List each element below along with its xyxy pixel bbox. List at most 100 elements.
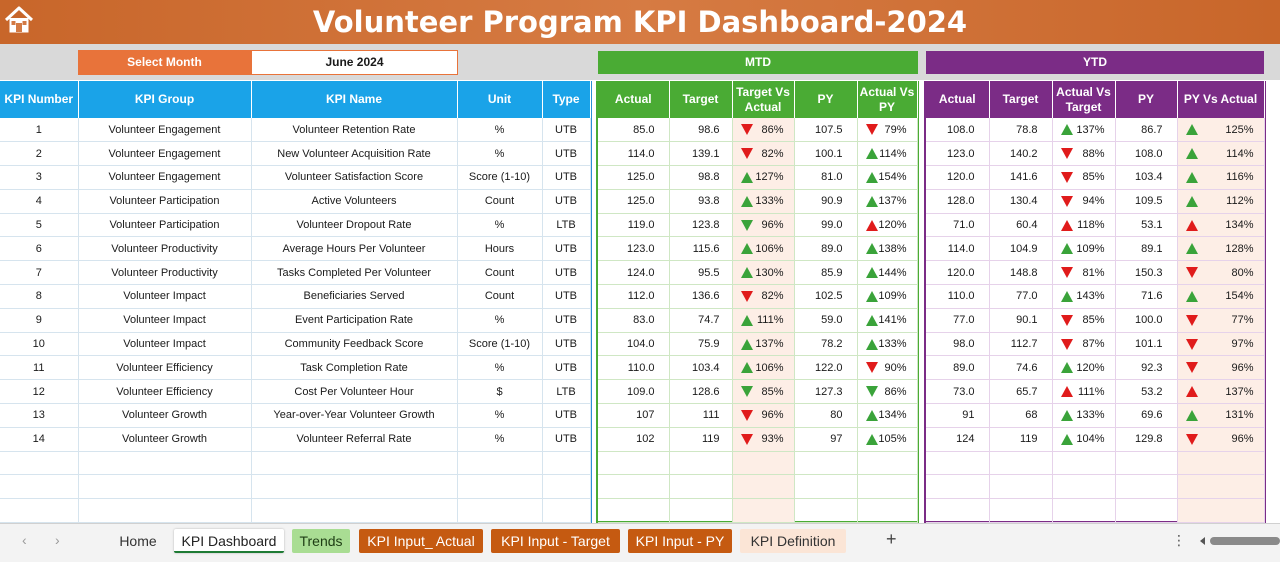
variance-cell: 85% (1052, 165, 1116, 190)
variance-value: 106% (755, 242, 784, 255)
add-sheet-icon[interactable]: + (886, 529, 897, 549)
kpi-info-panel: KPI Number KPI Group KPI Name Unit Type 1 Vol… (0, 81, 592, 524)
arrow-down-red-icon (740, 148, 753, 160)
variance-value: 133% (755, 195, 784, 208)
ytd-target: 130.4 (989, 189, 1053, 214)
kpi-unit: % (457, 403, 543, 428)
variance-cell: 96% (1177, 355, 1265, 381)
tab-kpi-input-py[interactable]: KPI Input - PY (628, 529, 732, 553)
empty-cell (669, 474, 733, 500)
variance-cell: 134% (857, 403, 918, 428)
kpi-unit: % (457, 213, 543, 238)
empty-cell (1052, 451, 1116, 476)
ytd-panel: Actual Target Actual Vs Target PY PY Vs Actu… (924, 81, 1266, 524)
ytd-row: 110.0 77.0 143% 71.6 154% (926, 284, 1265, 309)
mtd-row: 83.0 74.7 111% 59.0 141% (598, 308, 918, 333)
table-row: 7 Volunteer Productivity Tasks Completed P… (0, 260, 591, 286)
variance-cell: 94% (1052, 189, 1116, 214)
mtd-row: 124.0 95.5 130% 85.9 144% (598, 260, 918, 286)
arrow-up-red-icon (865, 219, 878, 231)
kpi-name: Beneficiaries Served (251, 284, 458, 309)
kpi-number: 13 (0, 403, 79, 428)
arrow-down-red-icon (1060, 338, 1073, 350)
kpi-group: Volunteer Participation (78, 189, 252, 214)
kpi-unit: % (457, 141, 543, 167)
variance-value: 94% (1082, 195, 1105, 208)
arrow-down-red-icon (1060, 172, 1073, 184)
kpi-unit: Hours (457, 236, 543, 262)
ytd-row: 73.0 65.7 111% 53.2 137% (926, 379, 1265, 405)
kpi-type: UTB (542, 284, 591, 309)
mtd-py: 122.0 (794, 355, 858, 381)
variance-value: 112% (1226, 195, 1254, 208)
variance-value: 88% (1082, 147, 1105, 160)
mtd-row (598, 474, 918, 500)
ytd-actual: 128.0 (926, 189, 990, 214)
tab-home[interactable]: Home (119, 533, 157, 549)
horizontal-scrollbar[interactable] (1194, 534, 1280, 548)
tab-kpi-definition[interactable]: KPI Definition (740, 529, 846, 553)
mtd-py: 97 (794, 427, 858, 452)
arrow-down-red-icon (865, 362, 878, 374)
arrow-down-red-icon (1185, 338, 1198, 350)
arrow-up-green-icon (1185, 291, 1198, 303)
variance-value: 120% (1076, 361, 1105, 374)
kpi-unit: $ (457, 379, 543, 405)
variance-cell: 104% (1052, 427, 1116, 452)
kpi-name: Volunteer Retention Rate (251, 118, 458, 143)
arrow-down-red-icon (740, 124, 753, 135)
variance-cell: 144% (857, 260, 918, 286)
tab-kpi-dashboard[interactable]: KPI Dashboard (174, 529, 284, 553)
variance-cell: 105% (857, 427, 918, 452)
mtd-py: 80 (794, 403, 858, 428)
arrow-up-red-icon (1060, 386, 1073, 398)
kpi-number: 1 (0, 118, 79, 143)
tab-kpi-input-actual[interactable]: KPI Input_ Actual (359, 529, 483, 553)
kpi-number: 7 (0, 260, 79, 286)
more-options-icon[interactable]: ⋮ (1172, 532, 1186, 548)
kpi-number: 5 (0, 213, 79, 238)
month-selector[interactable]: June 2024 (251, 50, 458, 75)
table-row: 14 Volunteer Growth Volunteer Referral Rat… (0, 427, 591, 452)
tab-kpi-input-target[interactable]: KPI Input - Target (491, 529, 620, 553)
variance-cell: 133% (1052, 403, 1116, 428)
variance-cell: 133% (857, 332, 918, 357)
table-row: 1 Volunteer Engagement Volunteer Retention… (0, 118, 591, 143)
variance-cell: 143% (1052, 284, 1116, 309)
arrow-up-green-icon (740, 267, 753, 279)
mtd-row: 125.0 98.8 127% 81.0 154% (598, 165, 918, 190)
title-banner (0, 0, 1280, 44)
kpi-group: Volunteer Efficiency (78, 379, 252, 405)
arrow-down-red-icon (1060, 195, 1073, 207)
ytd-py: 103.4 (1115, 165, 1178, 190)
kpi-type: UTB (542, 308, 591, 333)
prev-sheet-icon[interactable]: ‹ (22, 532, 27, 548)
home-icon[interactable] (2, 3, 36, 37)
variance-cell: 96% (1177, 427, 1265, 452)
kpi-group: Volunteer Impact (78, 284, 252, 309)
table-row: 2 Volunteer Engagement New Volunteer Acqui… (0, 141, 591, 167)
empty-cell (732, 451, 795, 476)
kpi-number: 4 (0, 189, 79, 214)
kpi-name: Tasks Completed Per Volunteer (251, 260, 458, 286)
table-row (0, 474, 591, 500)
arrow-up-red-icon (1185, 386, 1198, 398)
tab-trends[interactable]: Trends (292, 529, 350, 553)
empty-cell (0, 474, 79, 500)
mtd-actual: 114.0 (598, 141, 670, 167)
column-header: KPI Name (251, 81, 458, 118)
ytd-actual: 73.0 (926, 379, 990, 405)
empty-cell (542, 474, 591, 500)
kpi-number: 6 (0, 236, 79, 262)
mtd-row: 114.0 139.1 82% 100.1 114% (598, 141, 918, 167)
arrow-down-red-icon (740, 433, 753, 445)
mtd-actual: 102 (598, 427, 670, 452)
arrow-up-green-icon (740, 338, 753, 350)
empty-cell (669, 451, 733, 476)
next-sheet-icon[interactable]: › (55, 532, 60, 548)
kpi-name: Volunteer Dropout Rate (251, 213, 458, 238)
kpi-group: Volunteer Impact (78, 308, 252, 333)
empty-cell (794, 451, 858, 476)
table-row: 5 Volunteer Participation Volunteer Dropou… (0, 213, 591, 238)
arrow-up-green-icon (865, 410, 878, 422)
